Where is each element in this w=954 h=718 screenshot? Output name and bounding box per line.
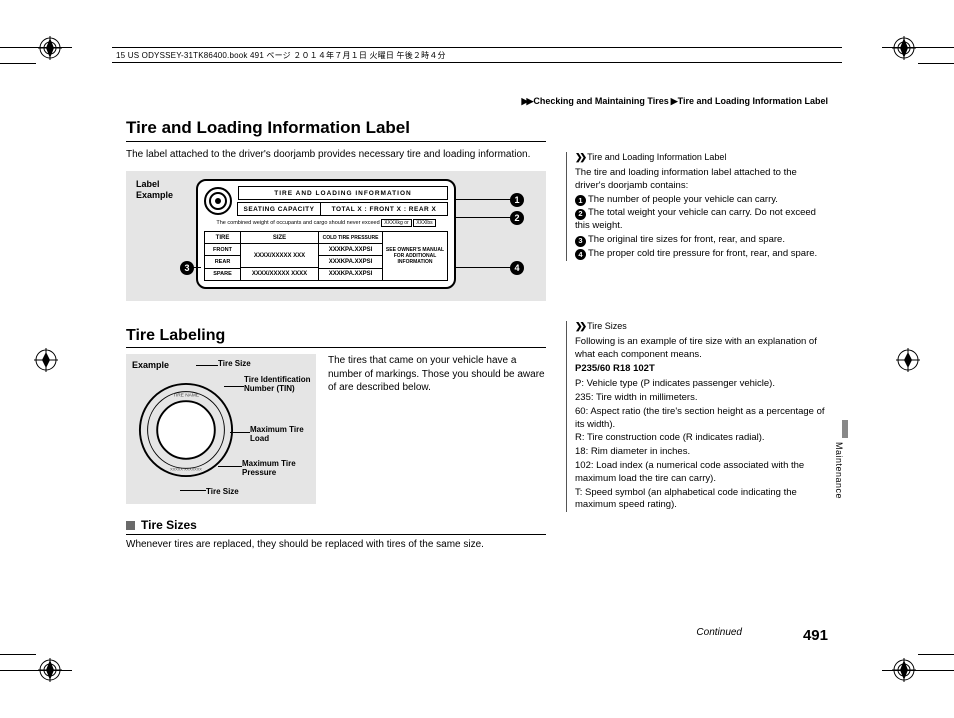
registration-mark xyxy=(896,348,920,372)
registration-mark xyxy=(34,348,58,372)
callout-badge-4: 4 xyxy=(510,261,524,275)
seating-capacity-label: SEATING CAPACITY xyxy=(237,202,321,216)
tire-labeling-desc: The tires that came on your vehicle have… xyxy=(328,354,546,395)
annot-tire-size: Tire Size xyxy=(218,360,251,369)
combined-weight-text: The combined weight of occupants and car… xyxy=(204,220,448,226)
sidebar-intro: Following is an example of tire size wit… xyxy=(575,336,828,362)
sidebar-block-title: Tire Sizes xyxy=(587,321,627,331)
thumb-tab-icon xyxy=(842,420,848,438)
label-card-title: TIRE AND LOADING INFORMATION xyxy=(238,186,448,200)
page-number: 491 xyxy=(803,627,828,644)
tire-ring-icon: TIRE NAME XXXXX XXXXXXX xyxy=(138,382,234,478)
section-intro: The label attached to the driver's doorj… xyxy=(126,148,546,161)
section-title: Tire and Loading Information Label xyxy=(126,118,546,142)
annot-tire-size2: Tire Size xyxy=(206,488,239,497)
figure-caption: Example xyxy=(132,360,169,370)
num-badge-icon: 2 xyxy=(575,209,586,220)
num-badge-icon: 1 xyxy=(575,195,586,206)
sidebar-block-title: Tire and Loading Information Label xyxy=(587,152,726,162)
svg-text:XXXXX XXXXXXX: XXXXX XXXXXXX xyxy=(170,467,202,471)
num-badge-icon: 4 xyxy=(575,249,586,260)
breadcrumb-arrow-icon: ▶▶ xyxy=(522,96,532,106)
breadcrumb-arrow-icon: ▶ xyxy=(671,96,676,106)
seating-capacity-value: TOTAL X : FRONT X : REAR X xyxy=(320,202,448,216)
registration-mark xyxy=(892,658,916,682)
square-bullet-icon xyxy=(126,521,135,530)
label-figure: Label Example TIRE AND LOADING INFORMATI… xyxy=(126,171,546,301)
figure-caption: Label Example xyxy=(136,179,186,201)
annot-tin: Tire Identification Number (TIN) xyxy=(244,376,314,394)
breadcrumb: ▶▶Checking and Maintaining Tires▶Tire an… xyxy=(522,96,828,107)
sidebar-block-1: ❯❯Tire and Loading Information Label The… xyxy=(566,152,828,261)
tire-labeling-figure: Example TIRE NAME XXXXX XXXXXXX Tire Siz… xyxy=(126,354,316,504)
num-badge-icon: 3 xyxy=(575,236,586,247)
registration-mark xyxy=(892,36,916,60)
crop-header: 15 US ODYSSEY-31TK86400.book 491 ページ ２０１… xyxy=(112,47,842,63)
registration-mark xyxy=(38,658,62,682)
registration-mark xyxy=(38,36,62,60)
wheel-icon xyxy=(204,187,232,215)
crop-header-text: 15 US ODYSSEY-31TK86400.book 491 ページ ２０１… xyxy=(116,50,446,61)
chevron-icon: ❯❯ xyxy=(575,152,584,162)
sidebar-intro: The tire and loading information label a… xyxy=(575,167,828,193)
tire-size-example: P235/60 R18 102T xyxy=(575,363,828,376)
svg-text:TIRE NAME: TIRE NAME xyxy=(173,392,199,398)
tire-sizes-heading: Tire Sizes xyxy=(126,518,546,532)
callout-badge-3: 3 xyxy=(180,261,194,275)
callout-badge-2: 2 xyxy=(510,211,524,225)
breadcrumb-seg1: Checking and Maintaining Tires xyxy=(533,96,668,106)
annot-max-pressure: Maximum Tire Pressure xyxy=(242,460,312,478)
breadcrumb-seg2: Tire and Loading Information Label xyxy=(678,96,828,106)
tire-sizes-body: Whenever tires are replaced, they should… xyxy=(126,539,546,550)
label-card-table: TIRE FRONT REAR SPARE SIZE XXXX/XXXXX XX… xyxy=(204,231,448,281)
continued-label: Continued xyxy=(696,627,742,638)
sidebar-block-2: ❯❯Tire Sizes Following is an example of … xyxy=(566,321,828,513)
annot-max-load: Maximum Tire Load xyxy=(250,426,314,444)
subsection-title: Tire Labeling xyxy=(126,327,546,348)
tire-info-label-card: TIRE AND LOADING INFORMATION SEATING CAP… xyxy=(196,179,456,289)
side-tab-label: Maintenance xyxy=(834,442,844,499)
chevron-icon: ❯❯ xyxy=(575,321,584,331)
callout-badge-1: 1 xyxy=(510,193,524,207)
